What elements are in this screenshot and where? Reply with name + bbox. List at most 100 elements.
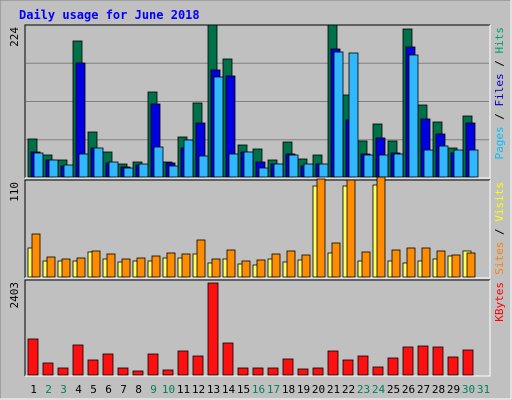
- bar-kbytes-day-25: [387, 357, 399, 376]
- bar-sites-day-7: [121, 258, 131, 278]
- bar-kbytes-day-18: [282, 358, 294, 376]
- legend-separator: /: [493, 54, 506, 74]
- bar-pages-day-21: [333, 51, 344, 178]
- day-label: 3: [60, 383, 67, 396]
- axis-max-label: 224: [8, 27, 21, 47]
- bar-sites-day-24: [376, 176, 386, 278]
- plot-bevel-dark: [24, 279, 490, 376]
- bar-kbytes-day-6: [102, 353, 114, 376]
- bar-sites-day-5: [91, 250, 101, 278]
- panel-sites: 110 Sites / Visits: [8, 176, 506, 279]
- bar-kbytes-day-16: [252, 367, 264, 376]
- bar-sites-day-19: [301, 254, 311, 278]
- legend-entry: Visits: [493, 182, 506, 222]
- legend-entry: Sites: [493, 242, 506, 275]
- bar-pages-day-2: [48, 159, 59, 178]
- legend-entry: Files: [493, 73, 506, 106]
- bar-pages-day-12: [198, 155, 209, 178]
- axis-max-label: 110: [8, 182, 21, 202]
- bar-kbytes-day-9: [147, 353, 159, 376]
- day-label: 28: [432, 383, 445, 396]
- bar-kbytes-day-21: [327, 350, 339, 376]
- day-label: 17: [267, 383, 280, 396]
- day-label: 19: [297, 383, 310, 396]
- bar-kbytes-day-13: [207, 282, 219, 376]
- bar-pages-day-10: [168, 165, 179, 178]
- bar-sites-day-11: [181, 253, 191, 278]
- day-label: 1: [30, 383, 37, 396]
- bar-pages-day-5: [93, 147, 104, 178]
- day-label: 6: [105, 383, 112, 396]
- bar-sites-day-9: [151, 255, 161, 278]
- bar-kbytes-day-22: [342, 359, 354, 376]
- bar-sites-day-20: [316, 178, 326, 278]
- bar-sites-day-1: [31, 233, 41, 278]
- day-label: 4: [75, 383, 82, 396]
- bar-kbytes-day-11: [177, 350, 189, 376]
- bar-kbytes-day-1: [27, 338, 39, 376]
- bar-kbytes-day-8: [132, 370, 144, 376]
- bar-pages-day-23: [363, 154, 374, 178]
- bar-kbytes-day-24: [372, 366, 384, 376]
- bar-sites-day-8: [136, 257, 146, 278]
- bar-sites-day-23: [361, 251, 371, 278]
- day-label: 29: [447, 383, 460, 396]
- day-label: 2: [45, 383, 52, 396]
- bar-pages-day-27: [423, 149, 434, 178]
- bar-kbytes-day-26: [402, 346, 414, 376]
- panel-hits: 224 Pages / Files / Hits: [8, 24, 506, 179]
- legend-entry: KBytes: [493, 282, 506, 322]
- chart-title: Daily usage for June 2018: [19, 8, 200, 22]
- day-label: 31: [477, 383, 490, 396]
- bar-pages-day-25: [393, 153, 404, 178]
- bar-pages-day-28: [438, 145, 449, 178]
- bar-sites-day-26: [406, 247, 416, 278]
- day-label: 23: [357, 383, 370, 396]
- day-label: 5: [90, 383, 97, 396]
- bar-kbytes-day-20: [312, 367, 324, 376]
- day-label: 30: [462, 383, 475, 396]
- bar-sites-day-21: [331, 242, 341, 278]
- panels: 224 Pages / Files / Hits 110 Sites / Visits…: [8, 24, 506, 377]
- bar-sites-day-4: [76, 257, 86, 278]
- bar-kbytes-day-12: [192, 355, 204, 376]
- bar-sites-day-28: [436, 250, 446, 278]
- day-label: 18: [282, 383, 295, 396]
- bar-kbytes-day-3: [57, 367, 69, 376]
- bar-pages-day-17: [273, 163, 284, 178]
- bar-sites-day-17: [271, 253, 281, 278]
- bar-kbytes-day-4: [72, 344, 84, 376]
- bar-sites-day-12: [196, 239, 206, 278]
- bar-kbytes-day-19: [297, 368, 309, 376]
- day-label: 15: [237, 383, 250, 396]
- bar-pages-day-8: [138, 163, 149, 178]
- day-label: 11: [177, 383, 190, 396]
- legend-separator: /: [493, 222, 506, 242]
- bar-sites-day-30: [466, 252, 476, 278]
- bar-pages-day-16: [258, 167, 269, 178]
- day-label: 20: [312, 383, 325, 396]
- bar-pages-day-18: [288, 154, 299, 178]
- bar-kbytes-day-10: [162, 369, 174, 376]
- day-label: 21: [327, 383, 340, 396]
- day-label: 9: [150, 383, 157, 396]
- bar-pages-day-3: [63, 164, 74, 178]
- bar-pages-day-13: [213, 76, 224, 178]
- series-sites: [31, 176, 476, 278]
- day-label: 26: [402, 383, 415, 396]
- bar-pages-day-6: [108, 161, 119, 178]
- legend-separator: /: [493, 107, 506, 127]
- legend-sites: Sites / Visits: [493, 182, 506, 275]
- bar-kbytes-day-23: [357, 355, 369, 376]
- day-label: 13: [207, 383, 220, 396]
- bar-sites-day-16: [256, 259, 266, 278]
- bar-pages-day-24: [378, 154, 389, 178]
- legend-kbytes: KBytes: [493, 282, 506, 322]
- plot-bevel-light: [25, 280, 491, 377]
- bar-kbytes-day-28: [432, 346, 444, 376]
- bar-pages-day-22: [348, 52, 359, 178]
- day-label: 16: [252, 383, 265, 396]
- bar-kbytes-day-27: [417, 345, 429, 376]
- day-label: 12: [192, 383, 205, 396]
